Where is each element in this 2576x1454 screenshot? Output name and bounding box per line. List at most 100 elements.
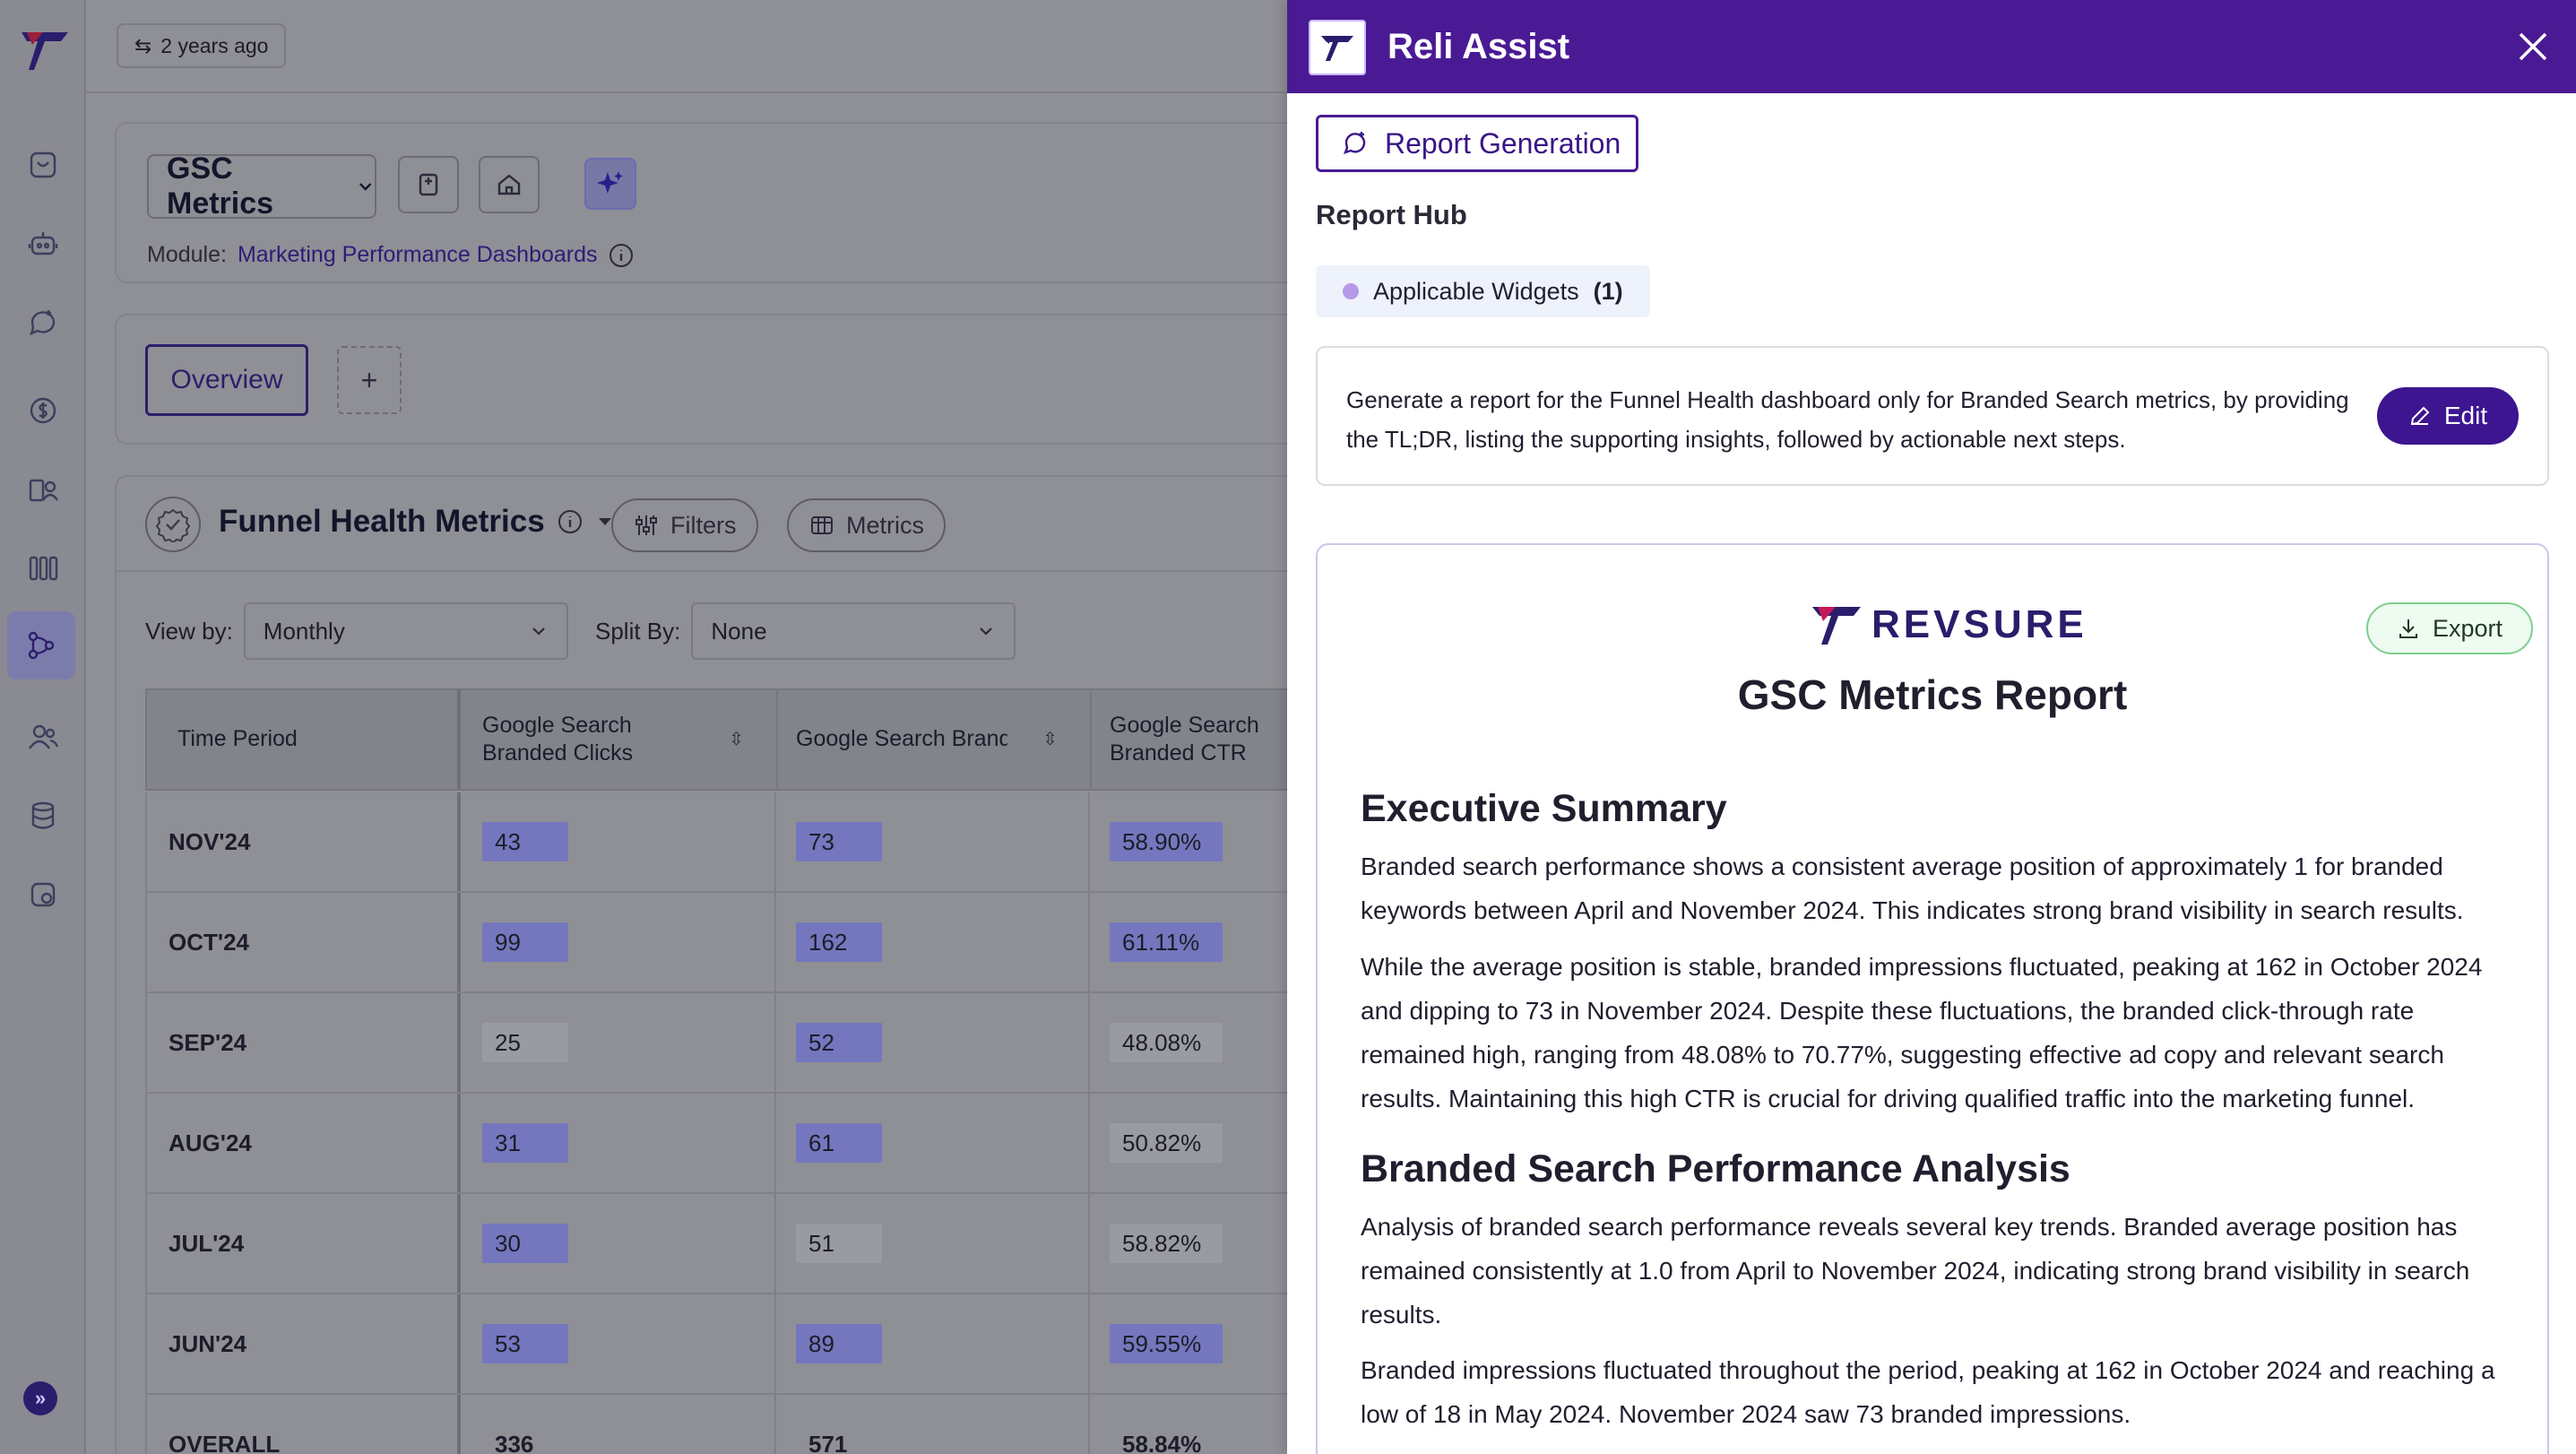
revsure-logo: REVSURE [1811,602,2088,647]
ctr-value: 61.11% [1110,922,1223,962]
nav-inbox-icon[interactable] [0,131,86,199]
sort-icon[interactable]: ⇳ [729,730,744,749]
revsure-mark-icon [1812,607,1861,645]
nav-robot-icon[interactable] [0,210,86,278]
table-row[interactable]: OVERALL 336 571 58.84% [145,1395,1314,1454]
clicks-value: 336 [495,1430,534,1454]
table-row[interactable]: SEP'24 25 52 48.08% [145,993,1314,1094]
view-by-dropdown[interactable]: Monthly [243,602,568,660]
dashboard-select[interactable]: GSC Metrics [147,151,376,221]
metrics-button[interactable]: Metrics [787,498,946,552]
module-label: Module: [147,242,227,267]
bookmark-button[interactable] [398,156,459,213]
applicable-widgets-chip[interactable]: Applicable Widgets (1) [1316,265,1650,317]
chat-sparkle-icon [1343,132,1366,154]
table-row[interactable]: OCT'24 99 162 61.11% [145,893,1314,993]
table-row[interactable]: NOV'24 43 73 58.90% [145,792,1314,893]
table-row[interactable]: JUN'24 53 89 59.55% [145,1294,1314,1395]
chevron-down-icon [532,627,545,636]
info-icon[interactable] [558,509,583,534]
tabs-card: Overview + [115,314,1316,445]
top-bar [86,0,1287,93]
time-period-cell: SEP'24 [169,1028,247,1056]
left-nav-rail: » [0,0,86,1454]
chevron-down-icon [980,627,993,636]
export-label: Export [2432,614,2503,642]
add-tab-button[interactable]: + [337,346,402,414]
widget-title-text: Funnel Health Metrics [219,504,545,539]
clicks-value: 31 [482,1123,568,1163]
report-preview: REVSURE Export GSC Metrics Report Execut… [1316,543,2549,1454]
sliders-icon [635,515,657,535]
impressions-value: 162 [796,922,882,962]
split-by-label: Split By: [595,617,681,645]
section-heading-branded-search: Branded Search Performance Analysis [1361,1147,2070,1190]
home-icon [497,174,521,195]
nav-accounts-icon[interactable] [0,455,86,524]
paragraph: Branded search performance shows a consi… [1361,852,2464,924]
export-button[interactable]: Export [2366,602,2533,654]
ai-assist-button[interactable] [584,158,636,210]
nav-database-icon[interactable] [0,782,86,850]
clicks-value: 25 [482,1023,568,1062]
nav-columns-icon[interactable] [0,534,86,602]
time-period-cell: AUG'24 [169,1129,252,1156]
home-button[interactable] [479,156,540,213]
module-line: Module: Marketing Performance Dashboards [147,242,634,268]
panel-title: Reli Assist [1387,27,1570,66]
table-row[interactable]: JUL'24 30 51 58.82% [145,1194,1314,1294]
ctr-value: 59.55% [1110,1324,1223,1363]
filters-button[interactable]: Filters [611,498,758,552]
revsure-wordmark: REVSURE [1871,602,2088,646]
column-header-time-period[interactable]: Time Period [147,690,461,789]
paragraph: Branded impressions fluctuated throughou… [1361,1356,2495,1428]
nav-chat-sparkle-icon[interactable] [0,289,86,357]
caret-down-icon[interactable] [595,512,615,532]
dashboard-select-value: GSC Metrics [167,151,274,221]
module-link[interactable]: Marketing Performance Dashboards [237,242,598,267]
metrics-label: Metrics [846,511,924,539]
dashboard-header-card: GSC Metrics Module: Marketing Performanc… [115,122,1316,283]
nav-users-icon[interactable] [0,703,86,771]
column-header-branded-clicks[interactable]: Google Search Branded Clicks ⇳ [464,690,778,789]
impressions-value: 73 [796,822,882,861]
prompt-text: Generate a report for the Funnel Health … [1346,386,2349,453]
table-header: Time Period Google Search Branded Clicks… [145,688,1314,791]
ctr-value: 58.90% [1110,822,1223,861]
close-icon[interactable] [2513,27,2553,66]
last-updated-chip[interactable]: ⇆ 2 years ago [117,23,287,68]
ctr-value: 48.08% [1110,1023,1223,1062]
widget-header: Funnel Health Metrics Filters Metrics [117,477,1314,572]
impressions-value: 52 [796,1023,882,1062]
nav-funnel-flow-icon[interactable] [7,611,75,679]
column-header-branded-impressions[interactable]: Google Search Branded Impressi... ⇳ [778,690,1092,789]
status-dot [1343,283,1359,299]
split-by-dropdown[interactable]: None [691,602,1016,660]
reli-logo-icon [1309,20,1366,75]
swap-arrows-icon: ⇆ [134,33,152,57]
time-period-cell: NOV'24 [169,827,251,855]
sort-icon[interactable]: ⇳ [1042,730,1058,749]
view-by-value: Monthly [263,617,345,645]
filters-label: Filters [670,511,737,539]
info-icon[interactable] [609,243,634,268]
table-row[interactable]: AUG'24 31 61 50.82% [145,1094,1314,1194]
app-logo[interactable] [20,27,70,72]
time-period-cell: OCT'24 [169,928,249,956]
chevron-down-icon [359,183,371,191]
tab-overview[interactable]: Overview [145,344,308,416]
report-generation-button[interactable]: Report Generation [1316,115,1638,172]
section-heading-executive-summary: Executive Summary [1361,787,1727,830]
nav-dollar-icon[interactable] [0,376,86,445]
widget-title: Funnel Health Metrics [219,504,615,540]
ctr-value: 58.84% [1122,1430,1202,1454]
badge-check-icon [145,497,201,552]
edit-button[interactable]: Edit [2377,387,2519,445]
edit-label: Edit [2443,402,2488,429]
expand-rail-button[interactable]: » [23,1381,57,1415]
nav-settings-icon[interactable] [0,861,86,929]
column-header-branded-ctr[interactable]: Google Search Branded CTR [1110,712,1259,766]
paragraph: While the average position is stable, br… [1361,953,2483,1112]
reli-assist-panel: Reli Assist Report Generation Report Hub… [1287,0,2576,1454]
paragraph: Analysis of branded search performance r… [1361,1213,2470,1329]
